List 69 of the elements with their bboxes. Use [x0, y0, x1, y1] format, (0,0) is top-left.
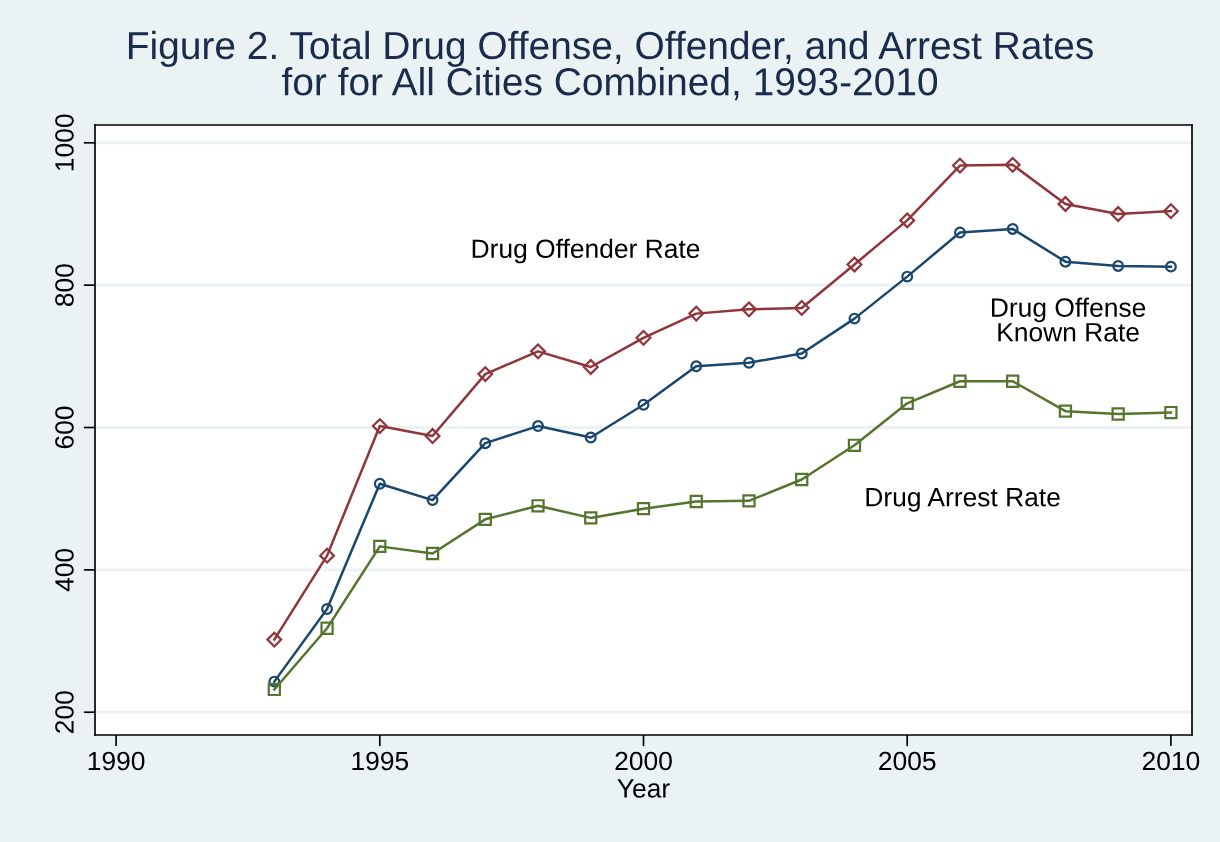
series-label: Drug Offense Known Rate — [991, 297, 1146, 342]
point — [742, 494, 756, 508]
point — [530, 343, 546, 360]
point — [951, 157, 968, 174]
point — [953, 226, 966, 239]
y-tick-label: 200 — [55, 691, 74, 733]
point — [743, 356, 755, 369]
point — [688, 305, 705, 322]
point — [690, 360, 703, 373]
point — [1057, 196, 1074, 212]
point — [635, 329, 652, 346]
point — [266, 631, 283, 648]
point — [584, 511, 598, 525]
point — [636, 501, 651, 516]
point — [426, 494, 439, 507]
point — [1164, 405, 1178, 420]
point — [1058, 404, 1073, 418]
x-tick-label: 1990 — [88, 751, 145, 771]
point — [901, 270, 914, 283]
point — [793, 299, 810, 316]
point — [268, 675, 281, 688]
point — [319, 547, 336, 564]
point — [479, 437, 492, 450]
point — [795, 347, 808, 360]
point — [848, 312, 861, 325]
x-tick-label: 2005 — [879, 751, 936, 771]
point — [846, 256, 863, 273]
point — [953, 374, 967, 388]
point — [1111, 407, 1125, 421]
point — [321, 603, 334, 615]
y-tick-label: 600 — [55, 406, 74, 449]
x-tick-label: 2000 — [615, 751, 672, 771]
x-axis-title: Year — [617, 779, 670, 798]
point — [477, 366, 494, 383]
point — [741, 301, 757, 318]
point — [1110, 205, 1127, 222]
point — [1164, 260, 1177, 273]
point — [900, 396, 914, 410]
point — [371, 418, 388, 435]
point — [1059, 255, 1072, 268]
point — [847, 438, 862, 452]
series-label: Drug Offender Rate — [472, 238, 700, 264]
point — [899, 212, 916, 229]
point — [637, 398, 650, 411]
chart-title: Figure 2. Total Drug Offense, Offender, and Arrest Rates for for All Cities Combined, 1993-2010 — [128, 30, 1093, 101]
y-tick-label: 1000 — [55, 114, 74, 171]
point — [584, 431, 597, 444]
point — [1162, 203, 1179, 220]
point — [689, 494, 703, 509]
x-tick-label: 1995 — [352, 751, 409, 771]
point — [373, 477, 386, 490]
point — [795, 472, 809, 487]
point — [1004, 156, 1021, 173]
point — [1006, 374, 1020, 388]
series-label: Drug Arrest Rate — [866, 488, 1060, 512]
point — [1112, 259, 1125, 272]
point — [478, 512, 492, 526]
point — [582, 359, 599, 375]
point — [373, 539, 387, 554]
x-tick-label: 2010 — [1142, 751, 1200, 771]
y-tick-label: 800 — [55, 264, 74, 307]
point — [320, 621, 334, 635]
point — [531, 499, 545, 513]
point — [1006, 222, 1019, 235]
point — [425, 546, 440, 561]
point — [424, 428, 441, 445]
point — [267, 682, 281, 697]
point — [532, 420, 544, 433]
y-tick-label: 400 — [55, 548, 74, 592]
